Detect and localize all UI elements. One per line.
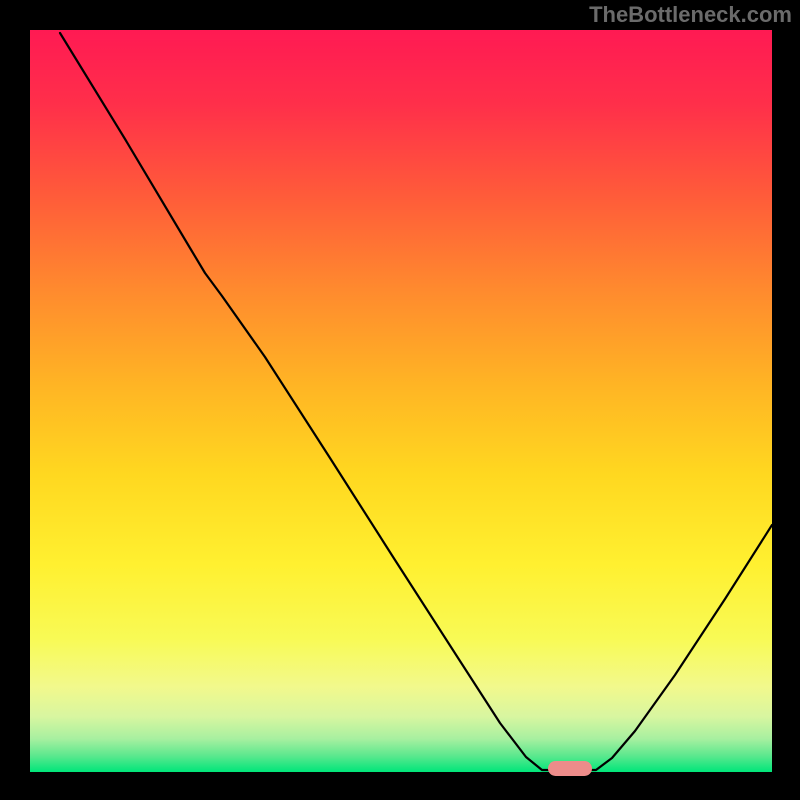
chart-container: TheBottleneck.com: [0, 0, 800, 800]
plot-area: [30, 30, 772, 772]
bottleneck-curve: [30, 30, 772, 772]
watermark-text: TheBottleneck.com: [589, 2, 792, 28]
optimal-marker: [548, 761, 592, 776]
curve-path: [60, 33, 772, 770]
